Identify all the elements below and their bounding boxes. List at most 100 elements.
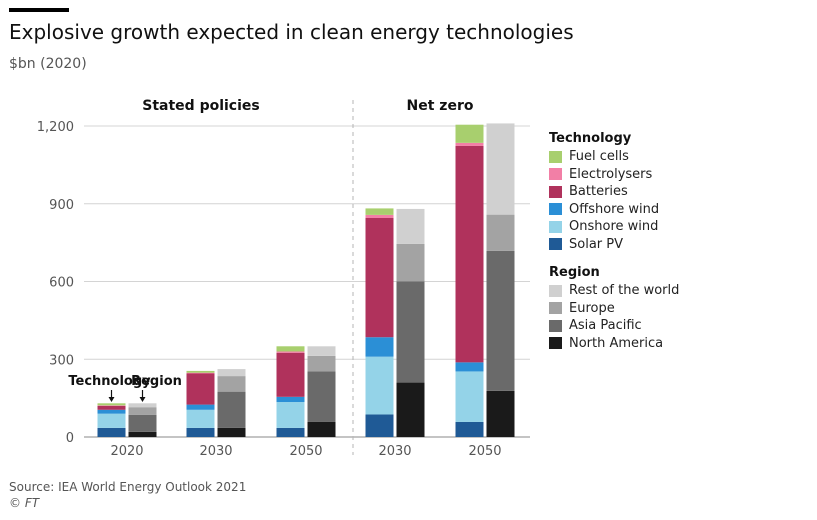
- bar-segment-offshore-wind: [455, 362, 484, 372]
- bar-segment-north-america: [217, 427, 246, 437]
- legend-heading-region: Region: [549, 265, 600, 280]
- bar-segment-asia-pacific: [396, 281, 425, 383]
- bar-segment-north-america: [396, 382, 425, 437]
- bar-segment-batteries: [455, 145, 484, 363]
- bar-segment-rest-of-the-world: [486, 123, 515, 215]
- x-tick-label: 2050: [468, 444, 501, 459]
- y-tick-label: 900: [49, 198, 74, 213]
- legend-item: Rest of the world: [549, 282, 809, 300]
- bar-segment-asia-pacific: [486, 250, 515, 391]
- bar-segment-fuel-cells: [276, 346, 305, 352]
- group-label: Stated policies: [142, 98, 259, 114]
- legend-swatch: [549, 220, 562, 233]
- bar-segment-rest-of-the-world: [128, 403, 157, 408]
- legend-item: Onshore wind: [549, 218, 809, 236]
- legend-item: North America: [549, 335, 809, 353]
- bar-segment-fuel-cells: [186, 370, 215, 373]
- bar-segment-fuel-cells: [97, 403, 126, 406]
- bar-segment-north-america: [307, 421, 336, 437]
- bar-segment-batteries: [186, 373, 215, 405]
- bar-segment-asia-pacific: [307, 371, 336, 422]
- x-tick-label: 2020: [110, 444, 143, 459]
- copyright: © FT: [9, 496, 40, 510]
- y-tick-label: 1,200: [37, 120, 74, 135]
- bar-segment-electrolysers: [97, 405, 126, 406]
- annotation-technology: Technology: [68, 374, 151, 389]
- bar-segment-rest-of-the-world: [217, 369, 246, 377]
- legend-item: Asia Pacific: [549, 317, 809, 335]
- chart-subtitle: $bn (2020): [9, 56, 87, 72]
- x-tick-label: 2050: [289, 444, 322, 459]
- annotation-region: Region: [131, 374, 182, 389]
- legend-swatch: [549, 185, 562, 198]
- annotation-arrowhead: [139, 397, 146, 402]
- bar-segment-asia-pacific: [217, 391, 246, 428]
- legend-swatch: [549, 302, 562, 315]
- bar-segment-onshore-wind: [97, 413, 126, 428]
- bar-segment-solar-pv: [365, 414, 394, 437]
- bar-segment-europe: [307, 355, 336, 372]
- bar-segment-europe: [217, 376, 246, 392]
- legend-item: Electrolysers: [549, 166, 809, 184]
- legend-label: Onshore wind: [569, 219, 659, 235]
- legend-label: Solar PV: [569, 236, 623, 252]
- bar-segment-offshore-wind: [365, 337, 394, 357]
- legend-swatch: [549, 150, 562, 163]
- bar-segment-solar-pv: [455, 421, 484, 437]
- legend-item: Batteries: [549, 183, 809, 201]
- legend-label: Rest of the world: [569, 283, 680, 299]
- bar-segment-rest-of-the-world: [307, 346, 336, 356]
- bar-segment-electrolysers: [276, 351, 305, 353]
- legend-item: Solar PV: [549, 236, 809, 254]
- legend-item: Offshore wind: [549, 201, 809, 219]
- legend-label: North America: [569, 335, 664, 351]
- legend-swatch: [549, 284, 562, 297]
- bar-segment-batteries: [276, 352, 305, 397]
- legend-label: Electrolysers: [569, 166, 653, 182]
- bar-segment-offshore-wind: [97, 409, 126, 414]
- y-tick-label: 600: [49, 276, 74, 291]
- legend-swatch: [549, 168, 562, 181]
- legend-item: Fuel cells: [549, 148, 809, 166]
- legend-label: Fuel cells: [569, 149, 629, 165]
- annotation-arrowhead: [108, 397, 115, 402]
- bar-segment-europe: [128, 407, 157, 415]
- bar-segment-fuel-cells: [365, 208, 394, 215]
- bar-segment-batteries: [365, 218, 394, 338]
- bar-segment-north-america: [128, 431, 157, 437]
- legend-label: Offshore wind: [569, 201, 660, 217]
- bar-segment-solar-pv: [276, 427, 305, 437]
- chart-legend: Technology Fuel cells Electrolysers Batteri…: [549, 130, 809, 352]
- legend-swatch: [549, 203, 562, 216]
- legend-gap: [549, 253, 809, 264]
- legend-label: Asia Pacific: [569, 318, 642, 334]
- x-tick-label: 2030: [378, 444, 411, 459]
- y-tick-label: 0: [66, 431, 74, 446]
- x-tick-label: 2030: [199, 444, 232, 459]
- bar-segment-offshore-wind: [276, 396, 305, 403]
- bar-segment-solar-pv: [186, 427, 215, 437]
- top-rule: [9, 8, 69, 12]
- legend-swatch: [549, 238, 562, 251]
- bar-segment-electrolysers: [455, 142, 484, 146]
- legend-heading-technology: Technology: [549, 131, 632, 146]
- bar-segment-rest-of-the-world: [396, 208, 425, 244]
- chart-title: Explosive growth expected in clean energ…: [9, 20, 574, 44]
- bar-segment-batteries: [97, 405, 126, 410]
- legend-label: Europe: [569, 300, 615, 316]
- y-tick-label: 300: [49, 353, 74, 368]
- bar-segment-europe: [396, 243, 425, 282]
- bar-segment-electrolysers: [186, 372, 215, 374]
- bar-segment-onshore-wind: [186, 409, 215, 428]
- legend-item: Europe: [549, 300, 809, 318]
- group-label: Net zero: [407, 98, 474, 114]
- bar-segment-north-america: [486, 390, 515, 437]
- bar-segment-asia-pacific: [128, 414, 157, 432]
- bar-segment-europe: [486, 214, 515, 251]
- legend-swatch: [549, 319, 562, 332]
- legend-label: Batteries: [569, 184, 628, 200]
- bar-segment-offshore-wind: [186, 404, 215, 410]
- source-note: Source: IEA World Energy Outlook 2021: [9, 480, 247, 494]
- bar-segment-electrolysers: [365, 214, 394, 219]
